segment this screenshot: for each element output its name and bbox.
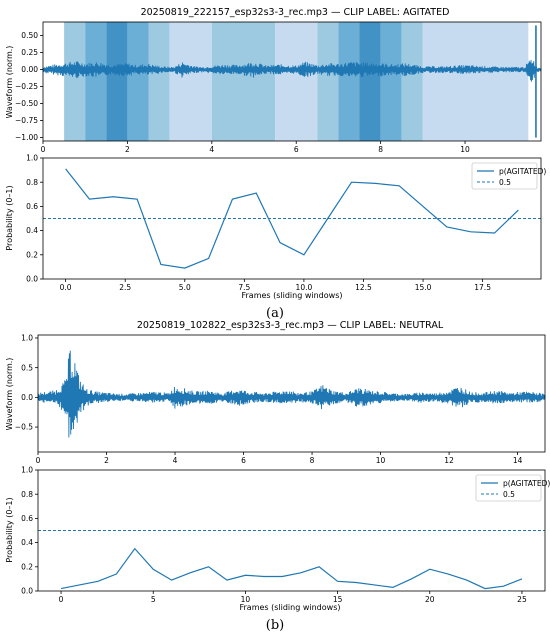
panel-a-probability-ytick-label: 0.2 [26, 250, 38, 259]
panel-b-probability-probability-line [60, 547, 523, 590]
panel-a-waveform-xtick-label: 2 [125, 145, 130, 154]
panel-a-waveform-shaded-window [148, 22, 170, 141]
panel-b-probability-ytick-label: 0.0 [21, 587, 33, 596]
panel-a-probability-legend-label-threshold: 0.5 [499, 178, 511, 187]
panel-a-waveform-ytick-label: 0.50 [21, 31, 38, 40]
panel-b-probability-legend-label-threshold: 0.5 [503, 490, 515, 499]
panel-a-waveform-ytick-label: −1.00 [15, 133, 38, 142]
panel-a-waveform-plot: 20250819_222157_esp32s3-3_rec.mp3 — CLIP… [5, 7, 542, 154]
panel-a-waveform-xtick-label: 10 [460, 145, 470, 154]
panel-a-probability-probability-line [65, 168, 519, 269]
panel-a-waveform-shaded-window [380, 22, 402, 141]
panel-a-waveform-waveform-line [42, 59, 542, 82]
panel-a-waveform-ytick-label: 0.25 [21, 48, 38, 57]
panel-a-probability-xtick-label: 15.0 [415, 283, 432, 292]
panel-a-probability-axes-frame [42, 157, 542, 280]
panel-a-waveform-ytick-label: −0.75 [15, 116, 38, 125]
panel-a-waveform-shaded-window [338, 22, 360, 141]
panel-a-probability-legend-label-series: p(AGITATED) [499, 167, 546, 176]
panel-a-waveform-shaded-window [85, 22, 107, 141]
panel-a-waveform-title: 20250819_222157_esp32s3-3_rec.mp3 — CLIP… [141, 7, 450, 18]
panel-b-waveform-xtick-label: 14 [513, 456, 523, 465]
panel-b-probability-axes-frame [37, 469, 546, 592]
panel-a-probability-xtick-label: 0.0 [60, 283, 72, 292]
panel-b-probability-xtick-label: 5 [151, 595, 156, 604]
panel-b-probability-xtick-label: 15 [333, 595, 343, 604]
panel-b-probability-xtick-label: 20 [425, 595, 435, 604]
panel-a-probability-ytick-label: 1.0 [26, 154, 38, 163]
panel-b-probability-legend-label-series: p(AGITATED) [503, 479, 550, 488]
panel-b-waveform-waveform-line [37, 350, 546, 438]
panel-a-waveform-shaded-window [169, 22, 212, 141]
panel-a-waveform-shaded-window [422, 22, 529, 141]
panel-b-probability-ytick-label: 1.0 [21, 466, 33, 475]
panel-b-waveform-plot: 20250819_102822_esp32s3-3_rec.mp3 — CLIP… [5, 320, 546, 465]
panel-b-probability-ytick-label: 0.6 [21, 514, 33, 523]
panel-b-waveform-ytick-label: 0.0 [21, 393, 33, 402]
panel-b-waveform-xtick-label: 12 [444, 456, 454, 465]
panel-b-probability-ylabel: Probability (0–1) [5, 497, 14, 562]
panel-a-waveform-shaded-window [106, 22, 128, 141]
panel-a-waveform-ylabel: Waveform (norm.) [5, 46, 14, 119]
panel-a-waveform-xtick-label: 0 [41, 145, 46, 154]
panel-a-caption: (a) [266, 306, 284, 321]
panel-a-probability-xtick-label: 2.5 [119, 283, 131, 292]
panel-a-probability-ytick-label: 0.8 [26, 178, 38, 187]
panel-a-waveform-xtick-label: 4 [209, 145, 214, 154]
panel-a-waveform-shaded-window [359, 22, 381, 141]
panel-b-waveform-xtick-label: 8 [310, 456, 315, 465]
panel-b-waveform-xtick-label: 6 [241, 456, 246, 465]
panel-b-probability-ytick-label: 0.8 [21, 490, 33, 499]
panel-b-waveform-title: 20250819_102822_esp32s3-3_rec.mp3 — CLIP… [137, 320, 444, 331]
panel-b-probability-xtick-label: 10 [241, 595, 251, 604]
panel-a-probability-legend: p(AGITATED) 0.5 [471, 162, 546, 190]
panel-a-probability-ytick-label: 0.6 [26, 202, 38, 211]
panel-a-waveform-shaded-window [211, 22, 276, 141]
panel-a-waveform-ytick-label: −0.25 [15, 82, 38, 91]
panel-b-waveform-axes-frame [37, 334, 546, 453]
panel-b-waveform-ylabel: Waveform (norm.) [5, 358, 14, 431]
panel-a-probability-ylabel: Probability (0–1) [5, 185, 14, 250]
panel-b-waveform-xtick-label: 2 [104, 456, 109, 465]
panel-a-waveform-ytick-label: −0.50 [15, 99, 38, 108]
panel-a-waveform-xtick-label: 6 [294, 145, 299, 154]
panel-a-probability-xtick-label: 10.0 [296, 283, 313, 292]
panel-a-probability-ytick-label: 0.0 [26, 275, 38, 284]
panel-a-probability-xtick-label: 5.0 [179, 283, 191, 292]
panel-b-waveform-ytick-label: −0.5 [15, 423, 33, 432]
panel-a-waveform-ytick-label: 0.00 [21, 65, 38, 74]
panel-b-waveform-ytick-label: 0.5 [21, 363, 33, 372]
panel-b-probability-ytick-label: 0.2 [21, 562, 33, 571]
panel-a-waveform-shaded-window [401, 22, 423, 141]
panel-a-probability-xtick-label: 17.5 [474, 283, 491, 292]
panel-a-probability-plot: Probability (0–1) Frames (sliding window… [5, 154, 546, 300]
panel-a-waveform-shaded-window [317, 22, 339, 141]
panel-b-probability-xtick-label: 0 [59, 595, 64, 604]
panel-b-probability-ytick-label: 0.4 [21, 538, 33, 547]
panel-a-waveform-shaded-window [127, 22, 149, 141]
panel-b-waveform-xtick-label: 10 [376, 456, 386, 465]
panel-a-waveform-axes-frame [42, 21, 542, 142]
panel-b-waveform-xtick-label: 0 [36, 456, 41, 465]
panel-a-waveform-shaded-window [64, 22, 86, 141]
panel-b-probability-plot: Probability (0–1) Frames (sliding window… [5, 466, 550, 612]
panel-b-probability-xlabel: Frames (sliding windows) [239, 603, 340, 612]
panel-a-probability-xtick-label: 7.5 [238, 283, 250, 292]
panel-a-probability-ytick-label: 0.4 [26, 226, 38, 235]
panel-b-probability-xtick-label: 25 [517, 595, 527, 604]
panel-b-waveform-xtick-label: 4 [173, 456, 178, 465]
panel-a-probability-xtick-label: 12.5 [355, 283, 372, 292]
panel-a-probability-xlabel: Frames (sliding windows) [241, 291, 342, 300]
panel-b-waveform-ytick-label: 1.0 [21, 334, 33, 343]
panel-a-waveform-shaded-window [275, 22, 318, 141]
panel-b-caption: (b) [266, 618, 284, 633]
panel-b-probability-legend: p(AGITATED) 0.5 [475, 474, 550, 502]
panel-a-waveform-xtick-label: 8 [378, 145, 383, 154]
